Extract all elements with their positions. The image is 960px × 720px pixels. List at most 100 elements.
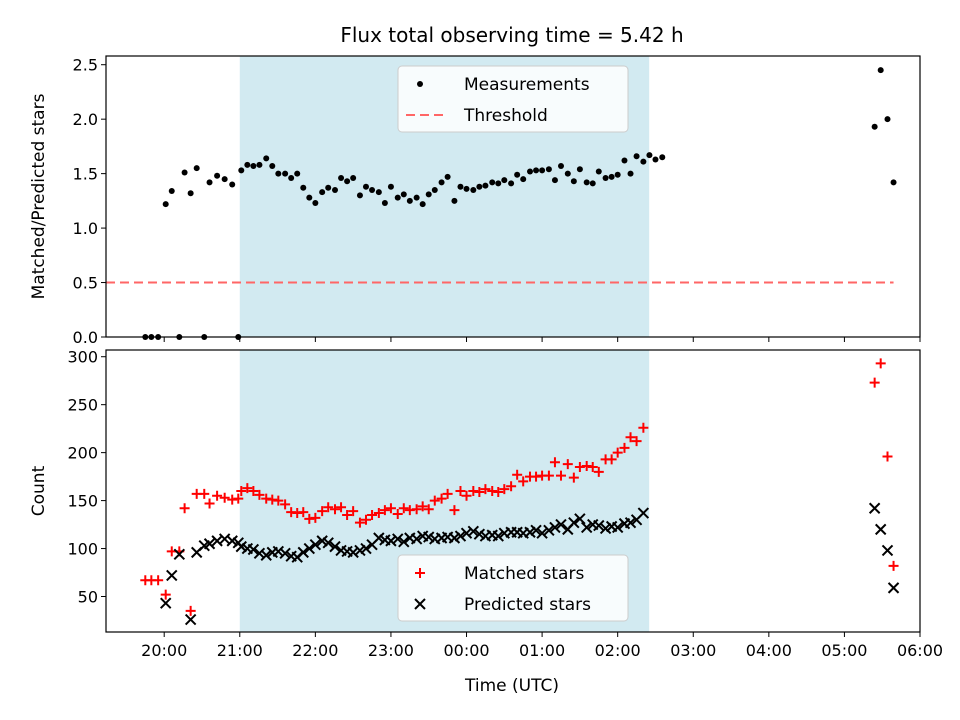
measurement-point — [214, 172, 221, 179]
matched-star-point — [298, 507, 309, 518]
measurement-point — [275, 170, 282, 177]
measurement-point — [877, 67, 884, 74]
measurement-point — [564, 170, 571, 177]
top-panel: 0.0 0.5 1.0 1.5 2.0 2.5 Matched/Predicted star… — [29, 55, 921, 347]
predicted-star-point — [184, 613, 197, 626]
matched-star-point — [242, 483, 253, 494]
predicted-star-point — [874, 523, 887, 536]
measurement-point — [332, 186, 339, 193]
predicted-star-point — [536, 527, 548, 539]
legend-label: Matched stars — [464, 564, 584, 584]
x-tick-label: 01:00 — [519, 641, 565, 660]
matched-star-point — [392, 509, 403, 520]
x-tick-label: 21:00 — [217, 641, 263, 660]
matched-star-point — [233, 493, 244, 504]
measurement-point — [608, 173, 615, 180]
matched-star-point — [360, 514, 371, 525]
matched-star-point — [342, 509, 353, 520]
measurement-point — [413, 194, 420, 201]
measurement-point — [589, 180, 596, 187]
matched-star-point — [555, 470, 566, 481]
measurement-point — [300, 184, 307, 191]
measurement-point — [614, 171, 621, 178]
measurement-point — [162, 201, 169, 208]
measurement-point — [602, 174, 609, 181]
matched-star-point — [518, 476, 529, 487]
predicted-star-point — [260, 549, 272, 561]
bottom-series-matched-stars — [140, 358, 899, 616]
matched-star-point — [449, 505, 460, 516]
matched-star-point — [367, 509, 378, 520]
measurement-point — [444, 173, 451, 180]
top-y-tick-label: 1.5 — [73, 165, 98, 184]
matched-star-point — [549, 457, 560, 468]
matched-star-point — [323, 502, 334, 513]
matched-star-point — [254, 489, 265, 500]
measurement-point — [282, 170, 289, 177]
matched-star-point — [385, 503, 396, 514]
matched-star-point — [179, 503, 190, 514]
matched-star-point — [373, 508, 384, 519]
matched-star-point — [512, 469, 523, 480]
matched-star-point — [417, 501, 428, 512]
measurement-point — [344, 178, 351, 185]
measurement-point — [206, 179, 213, 186]
measurement-point — [482, 182, 489, 189]
top-series-measurements — [142, 67, 897, 340]
bottom-y-tick-label: 150 — [67, 492, 98, 511]
matched-star-point — [631, 436, 642, 447]
measurement-point — [890, 179, 897, 186]
bottom-panel: 50 100 150 200 250 300 20:00 21:00 22:00 23:00 00:… — [29, 348, 943, 660]
predicted-star-point — [322, 537, 334, 549]
top-legend: Measurements Threshold — [397, 65, 629, 133]
predicted-star-point — [398, 536, 410, 548]
matched-star-point — [423, 504, 434, 515]
bottom-legend: Matched stars Predicted stars — [397, 554, 629, 622]
measurement-point — [319, 189, 326, 196]
x-tick-label: 22:00 — [292, 641, 338, 660]
top-y-tick-label: 0.0 — [73, 328, 98, 347]
chart-title: Flux total observing time = 5.42 h — [340, 23, 683, 47]
legend-label: Predicted stars — [464, 595, 591, 615]
bottom-y-tick-label: 200 — [67, 444, 98, 463]
legend-marker — [415, 568, 425, 578]
matched-star-point — [455, 486, 466, 496]
predicted-star-point — [454, 530, 467, 542]
matched-star-point — [310, 512, 321, 523]
x-tick-label: 06:00 — [897, 641, 943, 660]
matched-star-point — [204, 498, 215, 509]
measurement-point — [633, 153, 640, 160]
top-y-axis-label: Matched/Predicted stars — [29, 93, 49, 299]
matched-star-point — [185, 605, 196, 616]
top-y-tick-label: 2.5 — [73, 56, 98, 75]
bottom-series-predicted-stars — [160, 502, 900, 626]
measurement-point — [463, 185, 470, 192]
measurement-point — [256, 161, 263, 168]
matched-star-point — [606, 454, 617, 465]
matched-star-point — [499, 484, 510, 495]
matched-star-point — [160, 589, 171, 600]
matched-star-point — [354, 517, 365, 528]
matched-star-point — [429, 495, 440, 506]
measurement-point — [533, 167, 540, 174]
top-axes-frame — [105, 55, 921, 338]
matched-star-point — [638, 422, 649, 433]
matched-star-point — [219, 492, 230, 503]
measurement-point — [514, 171, 521, 178]
measurement-point — [244, 161, 251, 168]
measurement-point — [369, 186, 376, 193]
predicted-star-point — [203, 538, 216, 550]
predicted-star-point — [467, 525, 480, 537]
measurement-point — [551, 177, 558, 184]
matched-star-point — [199, 488, 210, 499]
measurement-point — [229, 181, 236, 188]
measurement-point — [419, 201, 426, 208]
measurement-point — [306, 194, 313, 201]
bottom-y-tick-label: 100 — [67, 540, 98, 559]
predicted-star-point — [637, 507, 650, 519]
predicted-star-point — [611, 521, 624, 534]
measurement-point — [884, 116, 891, 123]
matched-star-point — [869, 377, 880, 388]
measurement-point — [238, 167, 245, 174]
measurement-point — [501, 177, 508, 184]
